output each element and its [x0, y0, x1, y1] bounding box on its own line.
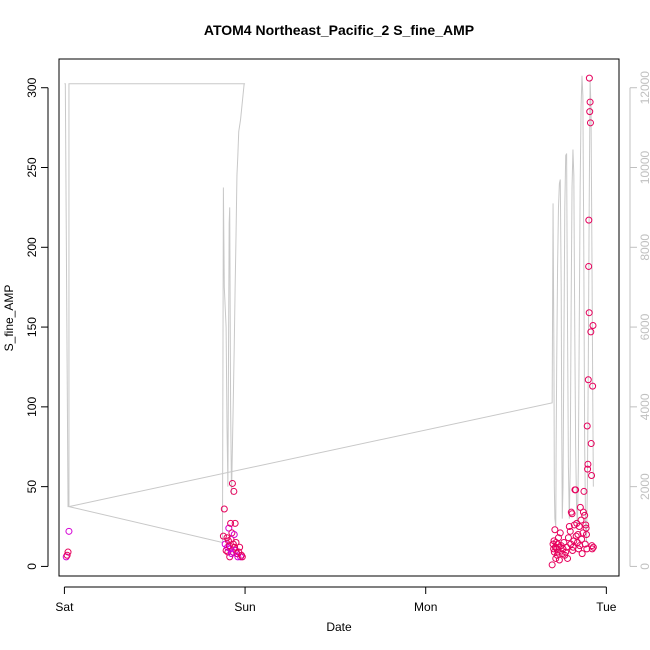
y2-tick-label: 6000 [638, 313, 650, 340]
data-point [588, 542, 596, 550]
data-point [587, 440, 595, 448]
x-tick-label: Mon [414, 600, 437, 614]
data-point [568, 510, 576, 518]
y-tick-label: 300 [25, 77, 39, 97]
data-point [227, 519, 235, 527]
data-point [552, 554, 560, 562]
data-point [586, 108, 594, 116]
data-point [220, 505, 228, 513]
y-tick-label: 250 [25, 157, 39, 177]
data-point [228, 479, 236, 487]
data-point [234, 553, 242, 561]
data-point [551, 526, 559, 534]
data-point [583, 545, 591, 553]
y-tick-label: 0 [25, 563, 39, 570]
data-point [585, 216, 593, 224]
chart-title: ATOM4 Northeast_Pacific_2 S_fine_AMP [204, 22, 474, 38]
series-line [64, 75, 594, 544]
data-point [576, 503, 584, 511]
y-tick-label: 150 [25, 317, 39, 337]
y2-tick-label: 0 [638, 563, 650, 570]
data-point [554, 540, 562, 548]
data-point [548, 561, 556, 569]
data-point [223, 534, 231, 542]
data-point [231, 519, 239, 527]
plot-frame [58, 58, 620, 577]
data-point [584, 465, 592, 473]
data-point [236, 543, 244, 551]
data-point [566, 527, 574, 535]
point-layer [62, 74, 597, 569]
data-point [556, 529, 564, 537]
data-point [589, 321, 597, 329]
data-point [565, 523, 573, 531]
y2-tick-label: 2000 [638, 473, 650, 500]
data-point [587, 328, 595, 336]
data-point [584, 376, 592, 384]
data-point [572, 532, 580, 540]
data-point [222, 546, 230, 554]
data-point [582, 521, 590, 529]
data-point [582, 531, 590, 539]
data-point [575, 523, 583, 531]
y2-tick-label: 8000 [638, 234, 650, 261]
y-axis-label: S_fine_AMP [2, 285, 16, 352]
data-point [63, 551, 71, 559]
data-point [575, 545, 583, 553]
data-point [237, 551, 245, 559]
y2-tick-label: 10000 [638, 150, 650, 184]
data-point [554, 548, 562, 556]
y2-tick-label: 4000 [638, 393, 650, 420]
data-point [585, 262, 593, 270]
y-tick-label: 200 [25, 237, 39, 257]
data-point [577, 516, 585, 524]
data-point [578, 550, 586, 558]
data-point [584, 460, 592, 468]
x-tick-label: Sun [234, 600, 255, 614]
data-point [588, 471, 596, 479]
data-point [64, 548, 72, 556]
data-point [555, 543, 563, 551]
axes-layer: 0 50 100 150 200 250 300 0 2000 4000 6000 8000 10000… [25, 71, 650, 614]
x-tick-label: Tue [596, 600, 617, 614]
data-point [564, 554, 572, 562]
data-point [585, 309, 593, 317]
data-point [589, 543, 597, 551]
data-point [586, 98, 594, 106]
x-axis-label: Date [326, 620, 352, 634]
data-point [589, 382, 597, 390]
line-layer [64, 75, 594, 544]
data-point [219, 532, 227, 540]
data-point [583, 422, 591, 430]
data-point [562, 548, 570, 556]
data-point [580, 487, 588, 495]
data-point [230, 487, 238, 495]
data-point [574, 531, 582, 539]
data-point [586, 119, 594, 127]
data-point [572, 486, 580, 494]
data-point [579, 529, 587, 537]
data-point [581, 540, 589, 548]
data-point [232, 538, 240, 546]
y2-tick-label: 12000 [638, 71, 650, 105]
data-point [65, 527, 73, 535]
y-tick-label: 100 [25, 397, 39, 417]
data-point [555, 556, 563, 564]
data-point [588, 545, 596, 553]
y-tick-label: 50 [25, 480, 39, 494]
data-point [230, 531, 238, 539]
data-point [554, 534, 562, 542]
data-point [578, 535, 586, 543]
data-point [62, 553, 70, 561]
data-point [238, 553, 246, 561]
data-point [581, 511, 589, 519]
x-tick-label: Sat [55, 600, 74, 614]
data-point [579, 508, 587, 516]
data-point [231, 543, 239, 551]
data-point [225, 524, 233, 532]
data-point [564, 534, 572, 542]
data-point [585, 74, 593, 82]
